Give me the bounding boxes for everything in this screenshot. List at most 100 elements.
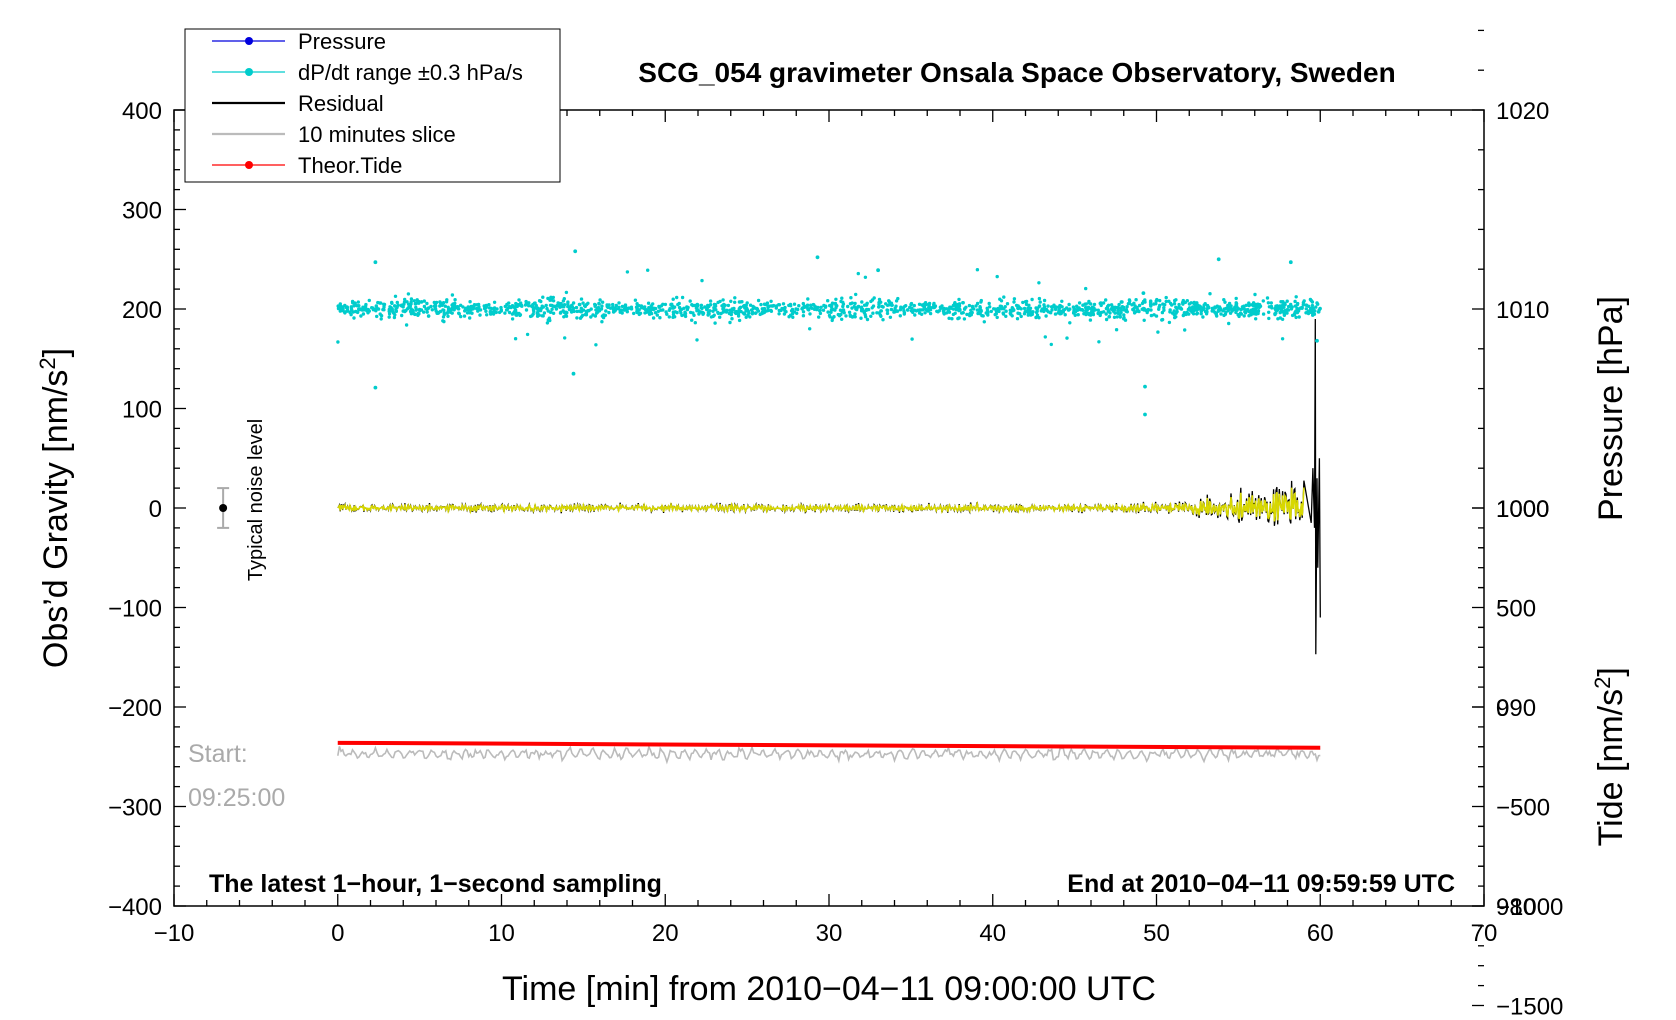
scatter-point [524,308,529,312]
scatter-point [646,268,650,272]
scatter-point [1098,301,1102,306]
scatter-point [1148,299,1153,304]
scatter-point [469,308,473,312]
scatter-point [557,303,562,308]
scatter-point [719,311,723,316]
y-tick-label-left: 0 [149,496,162,523]
chart-title: SCG_054 gravimeter Onsala Space Observat… [638,57,1395,88]
scatter-point [1016,311,1020,315]
scatter-point [736,312,741,316]
scatter-point [625,310,629,314]
scatter-point [1118,315,1123,319]
scatter-point [975,268,980,272]
scatter-point [1079,308,1083,312]
scatter-point [1178,306,1182,310]
scatter-point [1026,313,1031,317]
scatter-point [1116,311,1120,315]
scatter-point [371,308,376,312]
scatter-point [515,302,519,307]
scatter-point [1216,308,1221,312]
scatter-point [1004,309,1008,313]
scatter-point [446,314,450,318]
scatter-point [437,310,441,315]
pressure-tick-label: 1020 [1496,98,1549,125]
scatter-point [1240,305,1245,309]
scatter-point [1265,296,1270,300]
scatter-point [414,307,418,311]
scatter-point [1123,318,1128,322]
scatter-point [789,304,793,308]
scatter-point [448,310,453,314]
scatter-point [507,305,511,309]
scatter-point [1304,307,1309,311]
scatter-point [815,255,820,260]
scatter-point [840,317,844,321]
scatter-point [967,303,972,308]
scatter-point [1004,314,1008,318]
scatter-point [1172,309,1176,313]
scatter-point [774,304,779,308]
tide-tick-label: −1500 [1496,994,1563,1020]
scatter-point [419,300,424,304]
scatter-point [653,311,658,315]
scatter-point [1030,310,1035,314]
scatter-point [499,308,503,312]
scatter-point [995,274,999,279]
scatter-point [1258,304,1263,308]
scatter-point [1175,306,1179,311]
scatter-point [958,308,962,312]
scatter-point [898,314,902,318]
scatter-point [489,306,494,311]
scatter-point [975,301,980,306]
scatter-point [688,299,692,303]
scatter-point [755,306,759,311]
scatter-point [797,304,801,308]
scatter-point [1148,302,1153,306]
scatter-point [916,308,920,312]
scatter-point [1163,303,1167,307]
scatter-point [1308,307,1313,311]
scatter-point [556,301,560,305]
scatter-point [1164,295,1168,300]
scatter-point [573,249,578,254]
x-tick-label: −10 [154,920,195,947]
scatter-point [783,305,787,310]
scatter-point [998,297,1002,301]
scatter-point [367,309,371,313]
scatter-point [611,310,616,314]
scatter-point [1201,315,1205,319]
scatter-point [659,304,664,308]
scatter-point [450,303,454,307]
scatter-point [1285,311,1289,315]
scatter-point [648,310,653,314]
scatter-point [1281,303,1285,307]
scatter-point [1115,315,1119,319]
scatter-point [616,307,620,311]
scatter-point [546,309,550,313]
scatter-point [981,314,985,318]
scatter-point [801,310,806,314]
scatter-point [777,303,782,307]
scatter-point [1022,312,1027,316]
scatter-point [550,303,554,308]
scatter-point [834,297,838,301]
scatter-point [446,307,451,312]
scatter-point [629,306,633,310]
scatter-point [863,275,868,279]
scatter-point [1091,312,1096,317]
scatter-point [1219,312,1223,316]
scatter-point [451,306,455,310]
scatter-point [1092,302,1097,307]
data-layer [336,249,1322,765]
scatter-point [1299,306,1303,310]
scatter-point [881,305,885,309]
scatter-point [806,297,810,301]
scatter-point [683,312,687,317]
scatter-point [1202,303,1206,307]
scatter-point [933,304,938,308]
scatter-point [1104,298,1108,302]
scatter-point [365,309,369,313]
scatter-point [517,298,521,302]
scatter-point [390,301,394,305]
scatter-point [668,307,672,311]
